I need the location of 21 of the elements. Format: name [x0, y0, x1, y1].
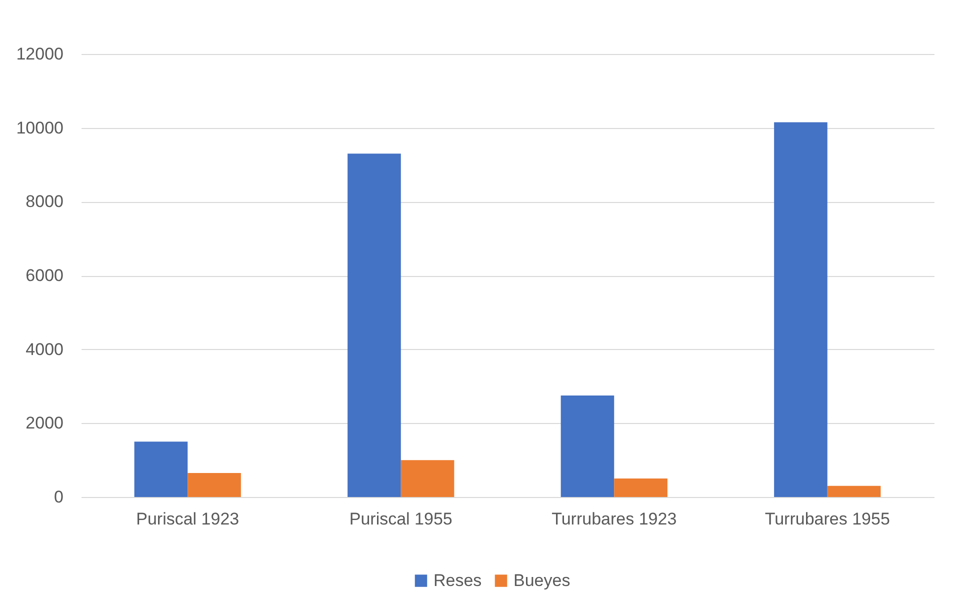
y-tick-label: 8000 — [26, 192, 64, 212]
y-tick-label: 10000 — [16, 118, 64, 138]
legend-label: Bueyes — [514, 570, 570, 590]
bar — [348, 154, 401, 497]
bar — [827, 486, 881, 497]
bar — [134, 442, 188, 497]
y-tick-label: 0 — [54, 488, 64, 506]
y-tick-label: 4000 — [26, 340, 64, 359]
x-tick-label: Puriscal 1923 — [136, 510, 240, 528]
x-tick-label: Turrubares 1923 — [552, 510, 677, 528]
x-tick-label: Puriscal 1955 — [349, 510, 452, 528]
y-tick-label: 6000 — [26, 266, 64, 285]
bar — [188, 473, 241, 497]
y-tick-label: 2000 — [26, 414, 64, 433]
bar — [400, 460, 454, 497]
bar — [560, 395, 614, 497]
legend-label: Reses — [434, 570, 482, 590]
bar — [774, 122, 828, 497]
y-tick-label: 12000 — [16, 44, 64, 64]
x-tick-label: Turrubares 1955 — [764, 510, 890, 528]
bar — [614, 478, 668, 497]
